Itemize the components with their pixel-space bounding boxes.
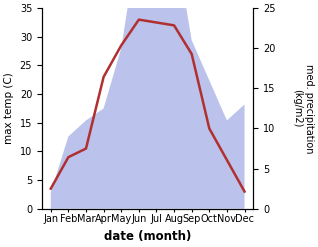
X-axis label: date (month): date (month): [104, 230, 191, 243]
Y-axis label: med. precipitation
(kg/m2): med. precipitation (kg/m2): [292, 64, 314, 153]
Y-axis label: max temp (C): max temp (C): [4, 73, 14, 144]
